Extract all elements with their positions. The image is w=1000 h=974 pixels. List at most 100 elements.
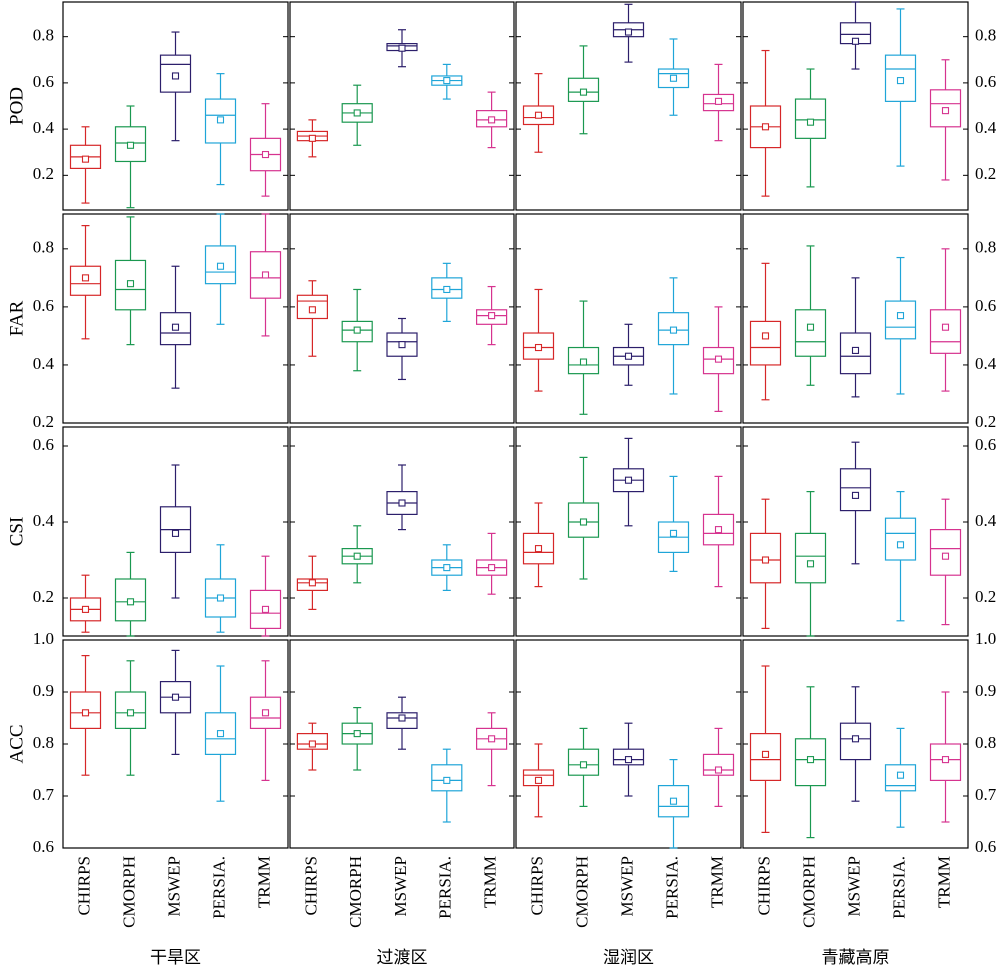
- panel-pod-4: [742, 1, 969, 211]
- box-cmorph: [341, 706, 373, 771]
- y-tick-label-right: 0.6: [975, 435, 996, 454]
- panel-csi-1: [62, 426, 289, 637]
- mean-marker: [171, 323, 180, 331]
- mean-marker: [353, 730, 361, 738]
- box-persia: [884, 727, 917, 828]
- box-cmorph: [567, 45, 600, 135]
- mean-marker: [81, 709, 90, 717]
- category-label-chirps: CHIRPS: [527, 856, 546, 916]
- mean-marker: [851, 346, 860, 354]
- y-tick-label-right: 0.4: [975, 354, 997, 373]
- box-chirps: [296, 555, 328, 611]
- box-mswep: [386, 464, 418, 531]
- mean-marker: [216, 116, 225, 124]
- mean-marker: [308, 306, 316, 314]
- box-trmm: [249, 103, 282, 197]
- iqr-box: [884, 517, 917, 561]
- panel-frame: [515, 213, 742, 424]
- mean-marker: [941, 756, 950, 764]
- panel-far-4: [742, 213, 969, 424]
- category-label-trmm: TRMM: [707, 856, 726, 908]
- box-persia: [657, 38, 690, 116]
- category-label-cmorph: CMORPH: [119, 856, 138, 928]
- category-label-persia: PERSIA.: [436, 856, 455, 919]
- mean-marker: [126, 141, 135, 149]
- mean-marker: [81, 155, 90, 163]
- mean-marker: [534, 111, 543, 119]
- mean-marker: [534, 776, 543, 784]
- y-tick-label-left: 0.6: [33, 435, 54, 454]
- box-chirps: [749, 262, 782, 401]
- mean-marker: [488, 735, 496, 743]
- mean-marker: [761, 750, 770, 758]
- mean-marker: [714, 766, 723, 774]
- category-label-mswep: MSWEP: [391, 856, 410, 916]
- box-mswep: [159, 649, 192, 756]
- category-label-cmorph: CMORPH: [572, 856, 591, 928]
- mean-marker: [126, 598, 135, 606]
- mean-marker: [488, 116, 496, 124]
- box-persia: [431, 748, 463, 823]
- mean-marker: [941, 323, 950, 331]
- mean-marker: [941, 107, 950, 115]
- y-tick-label-right: 0.2: [975, 412, 996, 431]
- box-trmm: [702, 475, 735, 588]
- y-tick-label-right: 1.0: [975, 629, 996, 648]
- y-tick-label-left: 0.6: [33, 296, 54, 315]
- region-label-1: 干旱区: [150, 948, 201, 968]
- category-label-mswep: MSWEP: [164, 856, 183, 916]
- box-cmorph: [114, 216, 147, 346]
- panel-far-1: [62, 213, 289, 424]
- mean-marker: [216, 730, 225, 738]
- panel-far-3: [515, 213, 742, 424]
- box-chirps: [522, 502, 555, 588]
- box-cmorph: [114, 660, 147, 776]
- box-cmorph: [341, 288, 373, 372]
- mean-marker: [669, 797, 678, 805]
- box-cmorph: [794, 245, 827, 386]
- mean-marker: [308, 134, 316, 142]
- y-tick-label-left: 0.4: [33, 511, 55, 530]
- y-tick-label-left: 0.8: [33, 733, 54, 752]
- iqr-box: [749, 532, 782, 584]
- box-persia: [431, 63, 463, 100]
- mean-marker: [851, 491, 860, 499]
- category-label-cmorph: CMORPH: [799, 856, 818, 928]
- box-cmorph: [567, 300, 600, 415]
- axis-label-layer: POD 0.2 0.2 0.4 0.4 0.6 0.6 0.8 0.8 FAR 0.2 0.2 0.4 0…: [6, 26, 996, 968]
- mean-marker: [806, 756, 815, 764]
- mean-marker: [806, 323, 815, 331]
- mean-marker: [261, 709, 270, 717]
- box-trmm: [476, 712, 508, 787]
- mean-marker: [624, 352, 633, 360]
- mean-marker: [261, 605, 270, 613]
- mean-marker: [806, 560, 815, 568]
- mean-marker: [488, 312, 496, 320]
- mean-marker: [353, 109, 361, 117]
- category-label-trmm: TRMM: [934, 856, 953, 908]
- mean-marker: [398, 44, 406, 52]
- y-tick-label-left: 0.4: [33, 118, 55, 137]
- mean-marker: [261, 150, 270, 159]
- y-tick-label-right: 0.7: [975, 785, 997, 804]
- box-persia: [884, 8, 917, 167]
- panel-grid: [62, 1, 969, 849]
- mean-marker: [714, 355, 723, 363]
- mean-marker: [488, 564, 496, 572]
- mean-marker: [398, 499, 406, 507]
- mean-marker: [714, 526, 723, 534]
- mean-marker: [669, 326, 678, 334]
- mean-marker: [579, 88, 588, 96]
- mean-marker: [126, 280, 135, 288]
- category-label-chirps: CHIRPS: [301, 856, 320, 916]
- y-tick-label-right: 0.6: [975, 837, 996, 856]
- box-mswep: [159, 464, 192, 599]
- mean-marker: [353, 326, 361, 334]
- iqr-box: [929, 528, 962, 576]
- box-persia: [657, 475, 690, 573]
- mean-marker: [669, 529, 678, 537]
- iqr-box: [794, 532, 827, 584]
- box-trmm: [249, 213, 282, 337]
- mean-marker: [308, 579, 316, 587]
- mean-marker: [624, 28, 633, 36]
